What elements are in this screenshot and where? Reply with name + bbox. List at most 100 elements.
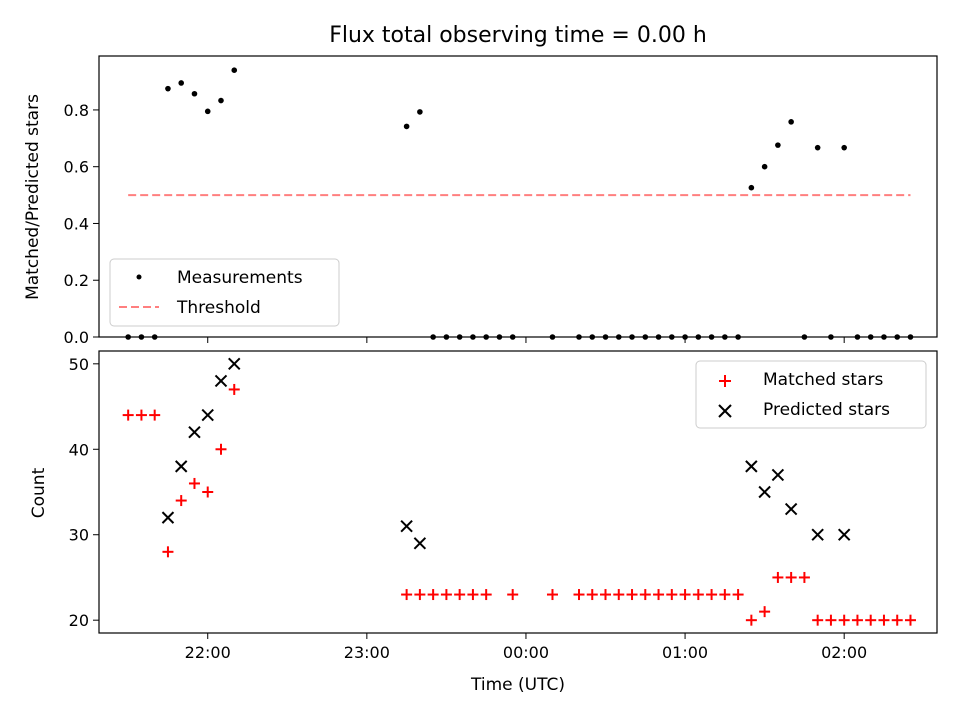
measurement-point [443, 334, 450, 340]
measurement-point [456, 334, 463, 340]
matched-star-point [679, 589, 691, 601]
measurement-point [695, 334, 702, 340]
bottom-legend: Matched stars Predicted stars [695, 360, 927, 429]
bottom-y-tick-label: 30 [69, 526, 89, 545]
matched-star-point [401, 589, 413, 601]
top-y-axis-label: Matched/Predicted stars [23, 94, 43, 300]
x-tick-label: 02:00 [821, 643, 867, 662]
top-y-tick-label: 0.6 [64, 158, 89, 177]
legend-predicted-marker [718, 404, 732, 418]
matched-star-point [188, 477, 200, 489]
measurement-point [708, 334, 715, 340]
measurement-point [151, 334, 158, 340]
matched-star-point [427, 589, 439, 601]
matched-star-point [798, 571, 810, 583]
predicted-star-point [811, 528, 824, 541]
matched-star-point [414, 589, 426, 601]
matched-star-point [600, 589, 612, 601]
top-y-ticks: 0.0 0.2 0.4 0.6 0.8 [64, 101, 99, 347]
x-tick-label: 22:00 [185, 643, 231, 662]
measurement-point [178, 80, 185, 86]
legend-matched-label: Matched stars [763, 370, 883, 390]
x-tick-label: 23:00 [344, 643, 390, 662]
measurement-point [231, 67, 238, 73]
bottom-y-ticks: 20 30 40 50 [69, 355, 99, 630]
predicted-star-point [413, 537, 427, 550]
measurement-point [775, 142, 781, 148]
measurement-point [602, 334, 609, 340]
matched-star-point [851, 614, 863, 626]
measurement-point [483, 334, 489, 340]
measurement-point [854, 334, 861, 340]
matched-star-point [772, 571, 784, 583]
x-tick-label: 00:00 [503, 643, 549, 662]
top-y-tick-label: 0.0 [64, 328, 89, 347]
measurement-point [907, 334, 914, 340]
bottom-panel-axes: 20 30 40 50 22:00 23:00 00:00 01:00 02:00 Count… [29, 350, 938, 695]
measurement-point [642, 334, 649, 340]
measurement-point [549, 334, 556, 340]
matched-star-point [480, 589, 492, 601]
measurement-point [138, 334, 145, 340]
measurement-point [218, 97, 224, 104]
measurement-point [828, 334, 834, 340]
legend-matched-marker [719, 375, 731, 387]
matched-star-point [878, 614, 890, 626]
matched-star-point [653, 589, 665, 601]
legend-threshold-label: Threshold [176, 298, 261, 318]
measurement-point [629, 334, 635, 340]
measurement-point [841, 144, 847, 151]
matched-star-point [135, 409, 147, 421]
bottom-legend-box [695, 360, 927, 429]
predicted-star-point [214, 374, 228, 388]
measurement-point [589, 334, 596, 340]
matched-star-point [759, 606, 771, 618]
matched-star-point [613, 589, 625, 601]
measurement-point [430, 334, 436, 340]
matched-star-point [586, 589, 598, 601]
matched-star-point [745, 614, 757, 626]
matched-star-point [175, 495, 187, 507]
predicted-star-point [758, 485, 771, 499]
matched-star-point [838, 614, 850, 626]
measurement-points [125, 67, 914, 340]
predicted-star-point [161, 511, 175, 524]
matched-star-point [666, 589, 678, 601]
matched-star-point [719, 589, 731, 601]
top-y-tick-label: 0.8 [64, 101, 89, 120]
measurement-point [881, 334, 887, 340]
measurement-point [867, 334, 874, 340]
predicted-star-point [175, 460, 188, 473]
matched-stars-points [122, 383, 916, 626]
matched-star-point [626, 589, 638, 601]
bottom-y-tick-label: 20 [69, 611, 89, 630]
measurement-point [509, 334, 516, 340]
legend-measurements-label: Measurements [177, 268, 303, 288]
predicted-star-point [228, 357, 241, 371]
matched-star-point [215, 443, 227, 455]
measurement-point [165, 85, 171, 92]
matched-star-point [440, 589, 452, 601]
predicted-stars-points [161, 357, 851, 550]
measurement-point [894, 334, 901, 340]
measurement-point [496, 334, 503, 340]
matched-star-point [865, 614, 877, 626]
measurement-point [801, 334, 808, 340]
predicted-star-point [837, 528, 851, 541]
matched-star-point [891, 614, 903, 626]
top-y-tick-label: 0.2 [64, 271, 89, 290]
bottom-y-tick-label: 40 [69, 440, 89, 459]
predicted-star-point [784, 502, 798, 516]
matched-star-point [706, 589, 718, 601]
measurement-point [761, 163, 768, 170]
measurement-point [191, 90, 198, 97]
matched-star-point [573, 589, 585, 601]
top-panel-axes: 0.00.20.40.60.8 Matched/Predicted stars … [23, 55, 938, 347]
matched-star-point [454, 589, 466, 601]
matched-star-point [812, 614, 824, 626]
matched-star-point [467, 589, 479, 601]
measurement-point [417, 109, 423, 115]
top-x-ticks [207, 337, 845, 343]
chart-title: Flux total observing time = 0.00 h [329, 23, 707, 48]
